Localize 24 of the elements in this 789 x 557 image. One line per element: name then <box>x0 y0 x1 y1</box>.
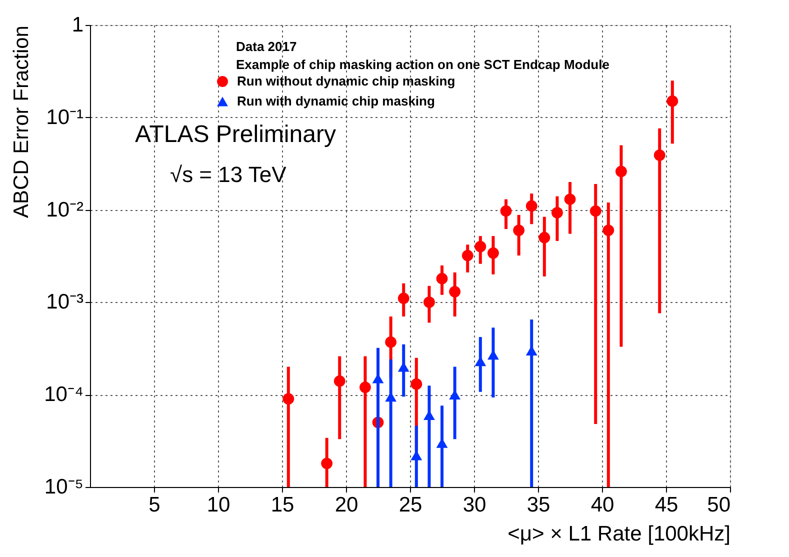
legend-label: Run without dynamic chip masking <box>237 74 456 88</box>
x-tick-label: 20 <box>334 494 358 516</box>
x-tick-label: 15 <box>270 494 294 516</box>
x-tick-label: 10 <box>206 494 230 516</box>
y-tick-label: 10⁻² <box>46 198 84 222</box>
x-tick-label: 30 <box>462 494 486 516</box>
y-tick-label: 10⁻³ <box>46 290 84 314</box>
x-tick-label: 5 <box>148 494 160 516</box>
y-tick-label: 10⁻⁵ <box>44 476 84 498</box>
y-tick-label: 1 <box>72 14 84 36</box>
y-tick-label: 10⁻⁴ <box>44 383 84 406</box>
y-axis-title: ABCD Error Fraction <box>10 26 34 218</box>
x-tick-label: 35 <box>526 494 550 516</box>
x-tick-label: 50 <box>707 494 730 516</box>
annotation: √s = 13 TeV <box>170 162 287 187</box>
y-tick-label: 10⁻¹ <box>46 106 84 129</box>
legend-label: Run with dynamic chip masking <box>237 94 435 108</box>
annotation: Example of chip masking action on one SCT Endcap Module <box>236 57 610 72</box>
x-tick-label: 40 <box>590 494 614 516</box>
x-tick-label: 45 <box>654 494 678 516</box>
x-axis-title: <μ> × L1 Rate [100kHz] <box>508 522 730 546</box>
annotation: ATLAS Preliminary <box>135 121 336 148</box>
x-tick-label: 25 <box>398 494 422 516</box>
annotation: Data 2017 <box>236 39 297 54</box>
